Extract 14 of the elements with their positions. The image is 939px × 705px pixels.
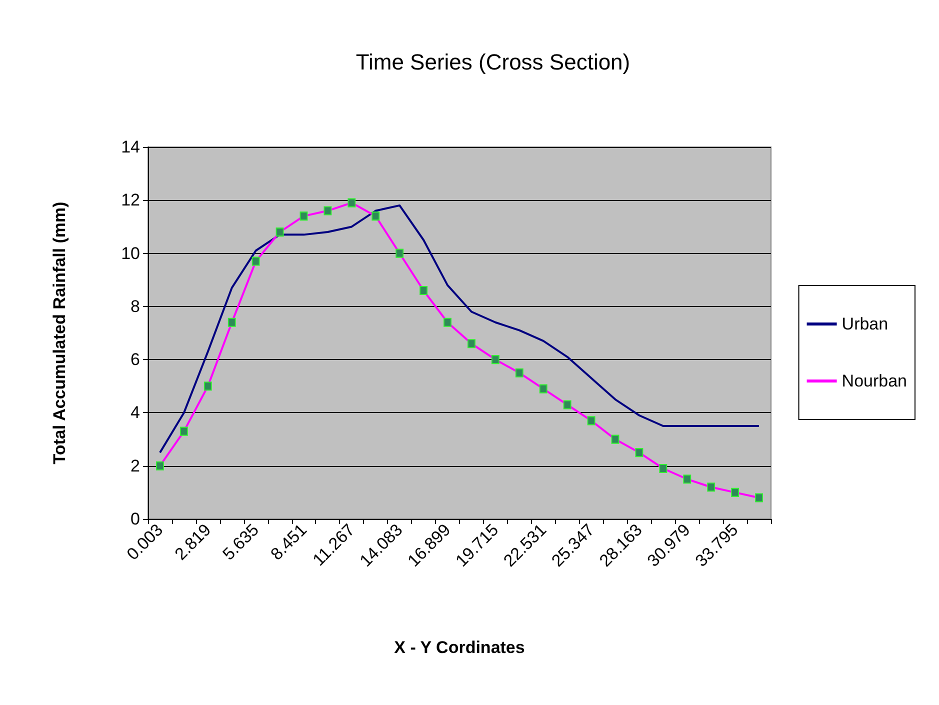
y-tick-label: 4 (130, 403, 140, 422)
y-axis-title: Total Accumulated Rainfall (mm) (50, 202, 69, 464)
y-tick-label: 14 (121, 138, 140, 156)
y-tick-label: 8 (130, 296, 140, 316)
legend-label: Urban (842, 314, 888, 334)
legend-label: Nourban (842, 372, 908, 390)
y-tick-label: 10 (121, 244, 140, 263)
line-series (158, 204, 760, 454)
x-axis-title: X - Y Cordinates (394, 638, 525, 657)
chart-title: Time Series (Cross Section) (356, 50, 630, 74)
y-tick-label: 6 (130, 350, 140, 370)
y-tick-label: 12 (121, 190, 140, 210)
y-tick-label: 2 (130, 456, 140, 476)
y-tick-label: 0 (130, 510, 140, 528)
